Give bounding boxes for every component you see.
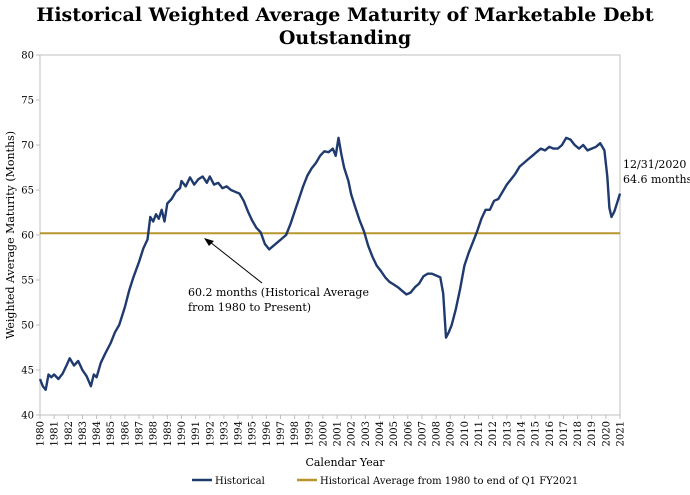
x-tick-label: 2005: [389, 421, 400, 446]
average-annotation-line-2: from 1980 to Present): [188, 301, 311, 314]
x-tick-label: 2019: [587, 421, 598, 446]
x-tick-label: 1992: [205, 421, 216, 446]
x-tick-label: 2004: [375, 421, 386, 446]
legend-label-historical: Historical: [215, 476, 265, 487]
end-annotation-line-2: 64.6 months: [623, 173, 690, 186]
x-tick-label: 2002: [347, 421, 358, 446]
x-tick-label: 2011: [474, 421, 485, 446]
y-tick-label: 40: [21, 411, 34, 422]
x-tick-label: 2015: [531, 421, 542, 446]
x-tick-label: 2012: [488, 421, 499, 446]
x-tick-label: 1993: [219, 421, 230, 446]
x-tick-label: 2007: [417, 421, 428, 446]
y-axis: 40 45 50 55 60 65 70 75 80: [21, 51, 40, 422]
x-tick-label: 2000: [318, 421, 329, 446]
x-tick-label: 1988: [149, 421, 160, 446]
x-tick-label: 2010: [460, 421, 471, 446]
x-tick-label: 1981: [50, 421, 61, 446]
x-tick-label: 1994: [234, 421, 245, 446]
historical-series-line: [38, 136, 622, 391]
y-tick-label: 75: [21, 96, 34, 107]
y-tick-label: 70: [21, 141, 34, 152]
x-tick-label: 2018: [573, 421, 584, 446]
x-tick-label: 1982: [64, 421, 75, 446]
x-tick-label: 1997: [276, 421, 287, 446]
annotation-arrow-head: [204, 238, 214, 246]
y-tick-label: 45: [21, 366, 34, 377]
chart-title: Historical Weighted Average Maturity of …: [0, 4, 690, 50]
chart-title-line-2: Outstanding: [278, 27, 412, 49]
x-tick-label: 2001: [333, 421, 344, 446]
x-tick-label: 1998: [290, 421, 301, 446]
x-axis-label: Calendar Year: [305, 456, 385, 469]
x-tick-label: 2021: [616, 421, 627, 446]
x-tick-label: 2017: [559, 421, 570, 446]
x-tick-label: 2020: [601, 421, 612, 446]
x-tick-label: 2006: [403, 421, 414, 446]
x-tick-label: 1985: [106, 421, 117, 446]
x-tick-label: 1991: [191, 421, 202, 446]
y-tick-label: 55: [21, 276, 34, 287]
legend-label-average: Historical Average from 1980 to end of Q…: [320, 476, 578, 487]
x-tick-label: 2013: [502, 421, 513, 446]
x-tick-label: 2016: [545, 421, 556, 446]
x-tick-label: 1995: [248, 421, 259, 446]
end-annotation-line-1: 12/31/2020: [623, 158, 686, 171]
y-tick-label: 80: [21, 51, 34, 62]
annotation-arrow-shaft: [209, 241, 263, 284]
x-tick-label: 2003: [361, 421, 372, 446]
x-tick-label: 1989: [163, 421, 174, 446]
y-tick-label: 65: [21, 186, 34, 197]
x-tick-label: 1996: [262, 421, 273, 446]
x-tick-label: 1987: [135, 421, 146, 446]
x-axis: 1980 1981 1982 1983 1984 1985 1986 1987 1988 1989…: [36, 415, 627, 446]
y-tick-label: 50: [21, 321, 34, 332]
x-tick-label: 2009: [446, 421, 457, 446]
x-tick-label: 1980: [36, 421, 47, 446]
y-axis-label: Weighted Average Maturity (Months): [4, 131, 17, 339]
x-tick-label: 1999: [304, 421, 315, 446]
x-tick-label: 1986: [120, 421, 131, 446]
y-tick-label: 60: [21, 231, 34, 242]
x-tick-label: 1983: [78, 421, 89, 446]
x-tick-label: 2014: [516, 421, 527, 446]
x-tick-label: 1984: [92, 421, 103, 446]
legend: Historical Historical Average from 1980 …: [192, 476, 578, 487]
chart-title-line-1: Historical Weighted Average Maturity of …: [36, 4, 654, 26]
average-annotation-line-1: 60.2 months (Historical Average: [188, 286, 369, 299]
x-tick-label: 2008: [432, 421, 443, 446]
plot-area-frame: [39, 54, 621, 416]
x-tick-label: 1990: [177, 421, 188, 446]
